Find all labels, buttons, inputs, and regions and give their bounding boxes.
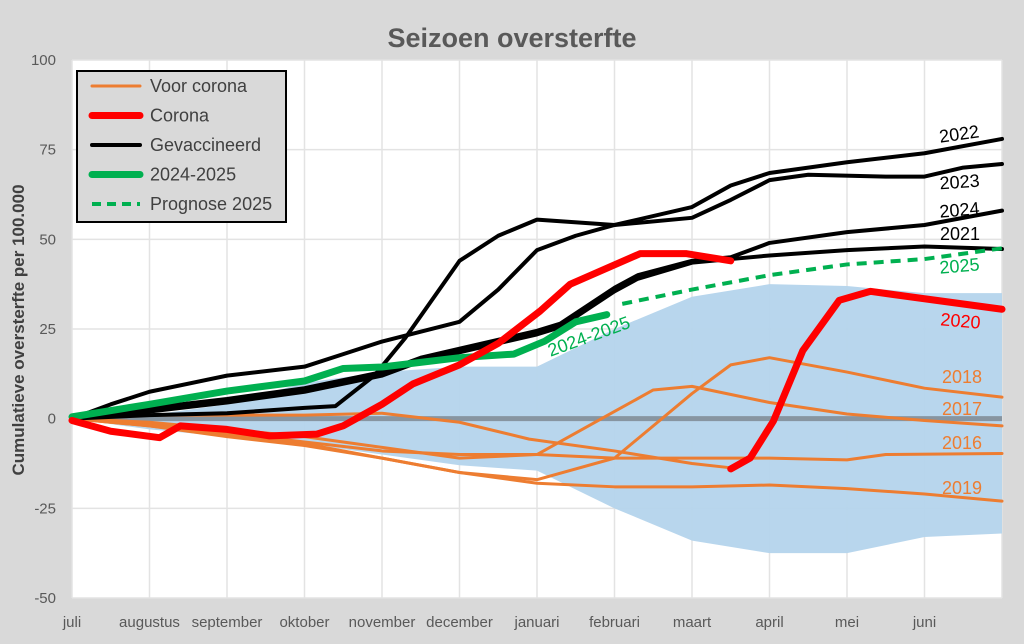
- series-line-2022: [70, 136, 1004, 421]
- y-tick-label: -25: [34, 500, 56, 517]
- series-label-2019: 2019: [942, 478, 982, 498]
- y-tick-label: 100: [31, 52, 56, 69]
- series-line-2025: [621, 246, 1003, 306]
- series-line-2021: [70, 244, 1004, 421]
- x-tick-label: augustus: [119, 614, 180, 631]
- series-label-2020: 2020: [940, 309, 982, 332]
- chart-title: Seizoen oversterfte: [387, 23, 636, 53]
- series-line-2019: [70, 417, 1004, 503]
- x-tick-label: september: [192, 614, 263, 631]
- series-line-2024-2025: [68, 311, 611, 421]
- y-tick-label: -50: [34, 590, 56, 607]
- series-line-2018: [70, 356, 1004, 482]
- y-tick-label: 75: [39, 142, 56, 159]
- y-tick-label: 50: [39, 231, 56, 248]
- legend-label: Corona: [150, 106, 210, 126]
- x-tick-labels: juli augustus september oktober november dece…: [62, 614, 936, 631]
- x-tick-label: november: [349, 614, 416, 631]
- series-line-unnamed-6: [68, 250, 735, 442]
- legend-label: Prognose 2025: [150, 194, 272, 214]
- series-line-2024: [70, 208, 1004, 419]
- series-label-2016: 2016: [942, 433, 982, 453]
- x-tick-label: juli: [62, 614, 81, 631]
- series-label-2023: 2023: [939, 171, 980, 194]
- y-tick-label: 0: [48, 411, 56, 428]
- x-tick-label: januari: [513, 614, 559, 631]
- x-tick-label: maart: [673, 614, 712, 631]
- series-label-2025: 2025: [939, 254, 981, 277]
- x-tick-label: oktober: [279, 614, 329, 631]
- legend-label: Gevaccineerd: [150, 135, 261, 155]
- legend-label: Voor corona: [150, 76, 248, 96]
- legend-label: 2024-2025: [150, 165, 236, 185]
- x-tick-label: april: [755, 614, 783, 631]
- series-label-2021: 2021: [940, 224, 980, 244]
- series-lines: [68, 136, 1006, 503]
- y-axis-label: Cumulatieve oversterfte per 100.000: [9, 184, 28, 475]
- x-tick-label: juni: [912, 614, 936, 631]
- legend: Voor corona Corona Gevaccineerd 2024-2025 Pr…: [76, 70, 287, 223]
- series-line-2020: [727, 287, 1006, 473]
- y-tick-labels: 100 75 50 25 0 -25 -50: [31, 52, 56, 607]
- y-tick-label: 25: [39, 321, 56, 338]
- series-label-2017: 2017: [942, 399, 982, 419]
- series-line-2023: [70, 162, 1004, 421]
- x-tick-label: mei: [835, 614, 859, 631]
- x-tick-label: december: [426, 614, 493, 631]
- x-tick-label: februari: [589, 614, 640, 631]
- series-label-2024: 2024: [939, 198, 981, 221]
- series-label-2018: 2018: [942, 367, 982, 387]
